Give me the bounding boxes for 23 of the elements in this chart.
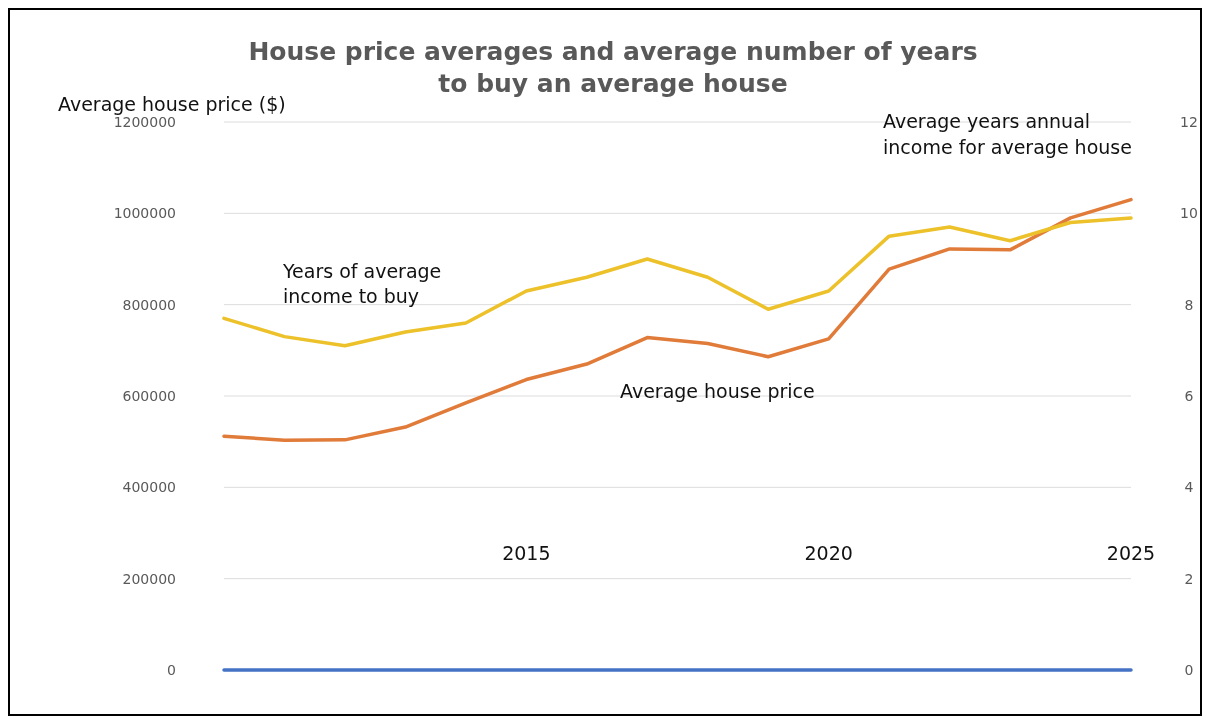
y2-tick-label: 6: [1184, 388, 1194, 404]
line-series: [222, 216, 1133, 348]
y2-axis-title: Average years annual income for average house: [883, 110, 1132, 158]
y-tick-label: 1200000: [113, 114, 176, 130]
y-tick-label: 0: [167, 662, 176, 678]
y-tick-label: 1000000: [113, 205, 176, 222]
x-tick-label: 2025: [1106, 542, 1156, 564]
x-tick-label: 2015: [502, 542, 551, 564]
y2-tick-label: 0: [1184, 662, 1194, 678]
y2-tick-label: 2: [1184, 570, 1194, 587]
y2-tick-label: 4: [1184, 479, 1194, 496]
y-tick-label: 400000: [122, 479, 176, 496]
series-label: Years of average income to buy: [282, 260, 442, 307]
y-tick-label: 800000: [122, 296, 176, 313]
y-axis-title: Average house price ($): [58, 93, 286, 115]
y2-tick-label: 8: [1184, 296, 1194, 313]
series-label: Average house price: [620, 380, 815, 402]
y-tick-label: 200000: [122, 570, 176, 587]
y2-tick-label: 12: [1180, 114, 1198, 130]
x-tick-label: 2020: [804, 542, 853, 564]
line-series: [222, 197, 1133, 443]
y-tick-label: 600000: [122, 388, 176, 404]
y2-tick-label: 10: [1180, 205, 1198, 222]
